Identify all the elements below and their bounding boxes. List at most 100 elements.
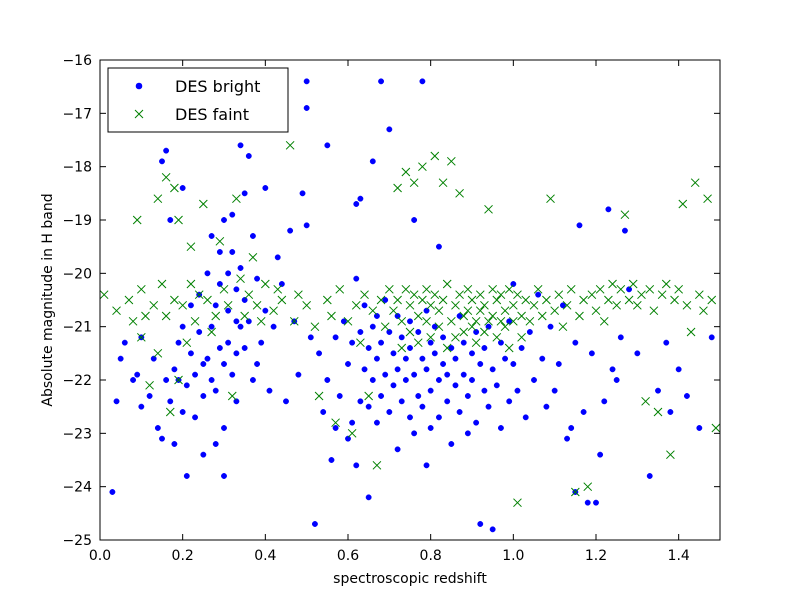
data-point [448, 441, 455, 447]
data-point [121, 339, 128, 346]
legend-marker-des-bright [135, 82, 143, 90]
data-point [99, 290, 109, 300]
data-point [427, 425, 434, 431]
data-point [434, 306, 444, 316]
data-point [393, 183, 402, 193]
data-point [551, 387, 558, 394]
data-point [398, 398, 405, 405]
data-point [240, 311, 250, 321]
y-tick-label: −21 [62, 320, 92, 336]
data-point [407, 414, 413, 421]
data-point [174, 215, 183, 225]
data-point [451, 332, 460, 342]
data-point [481, 387, 488, 394]
data-point [237, 323, 244, 330]
data-point [683, 393, 690, 399]
data-point [369, 158, 376, 165]
data-point [262, 307, 269, 314]
data-point [587, 290, 597, 300]
data-point [113, 398, 120, 405]
data-point [492, 295, 502, 305]
data-point [609, 366, 616, 373]
data-point [157, 279, 167, 289]
data-point [311, 521, 318, 527]
data-point [256, 316, 266, 326]
data-point [703, 194, 712, 204]
data-point [446, 316, 456, 326]
data-point [440, 361, 447, 367]
data-point [484, 316, 493, 326]
data-point [492, 332, 502, 342]
data-point [211, 311, 221, 321]
y-tick-label: −24 [62, 480, 92, 496]
data-point [500, 322, 510, 332]
data-point [248, 252, 258, 262]
y-tick-label: −25 [62, 533, 92, 549]
series-layer [99, 78, 721, 533]
data-point [384, 284, 394, 294]
data-point [216, 345, 223, 351]
data-point [174, 375, 183, 385]
data-point [357, 329, 364, 335]
data-point [225, 307, 232, 314]
data-point [591, 306, 601, 316]
data-point [471, 316, 481, 326]
data-point [361, 366, 368, 373]
data-point [229, 211, 236, 218]
data-point [378, 393, 385, 399]
data-point [241, 345, 248, 351]
data-point [289, 316, 299, 326]
data-point [145, 380, 154, 390]
data-point [497, 425, 504, 431]
data-point [613, 377, 620, 383]
data-point [365, 494, 372, 501]
x-axis-label: spectroscopic redshift [333, 571, 487, 587]
data-point [364, 391, 374, 401]
data-point [572, 339, 579, 346]
data-point [398, 334, 405, 341]
data-point [163, 147, 170, 154]
data-point [467, 295, 477, 305]
data-point [249, 233, 256, 239]
data-point [430, 151, 440, 161]
data-point [192, 414, 199, 421]
data-point [442, 343, 452, 353]
data-point [397, 343, 407, 353]
data-point [345, 361, 351, 367]
data-point [221, 361, 227, 367]
data-point [568, 425, 575, 431]
data-point [419, 78, 426, 85]
data-point [397, 316, 407, 326]
data-point [179, 409, 186, 415]
data-point [386, 329, 393, 335]
data-point [368, 306, 378, 316]
y-axis-label: Absolute magnitude in H band [40, 193, 56, 406]
data-point [302, 300, 312, 310]
legend: DES bright DES faint [107, 67, 289, 133]
data-point [294, 290, 303, 300]
data-point [165, 407, 175, 417]
data-point [322, 295, 332, 305]
data-point [237, 265, 244, 271]
data-point [409, 290, 419, 300]
data-point [612, 300, 622, 310]
data-point [418, 162, 427, 172]
data-point [580, 409, 587, 415]
data-point [225, 270, 232, 277]
data-point [624, 295, 634, 305]
data-point [150, 355, 157, 362]
data-point [711, 423, 721, 433]
data-point [566, 284, 576, 294]
data-point [390, 382, 397, 389]
data-point [588, 350, 595, 357]
data-point [542, 295, 551, 305]
data-point [435, 414, 442, 421]
data-point [663, 339, 670, 346]
data-point [141, 311, 150, 321]
data-point [497, 339, 504, 346]
axes-frame [99, 59, 721, 541]
data-point [649, 306, 659, 316]
data-point [353, 462, 360, 469]
data-point [616, 284, 626, 294]
data-point [608, 279, 617, 289]
